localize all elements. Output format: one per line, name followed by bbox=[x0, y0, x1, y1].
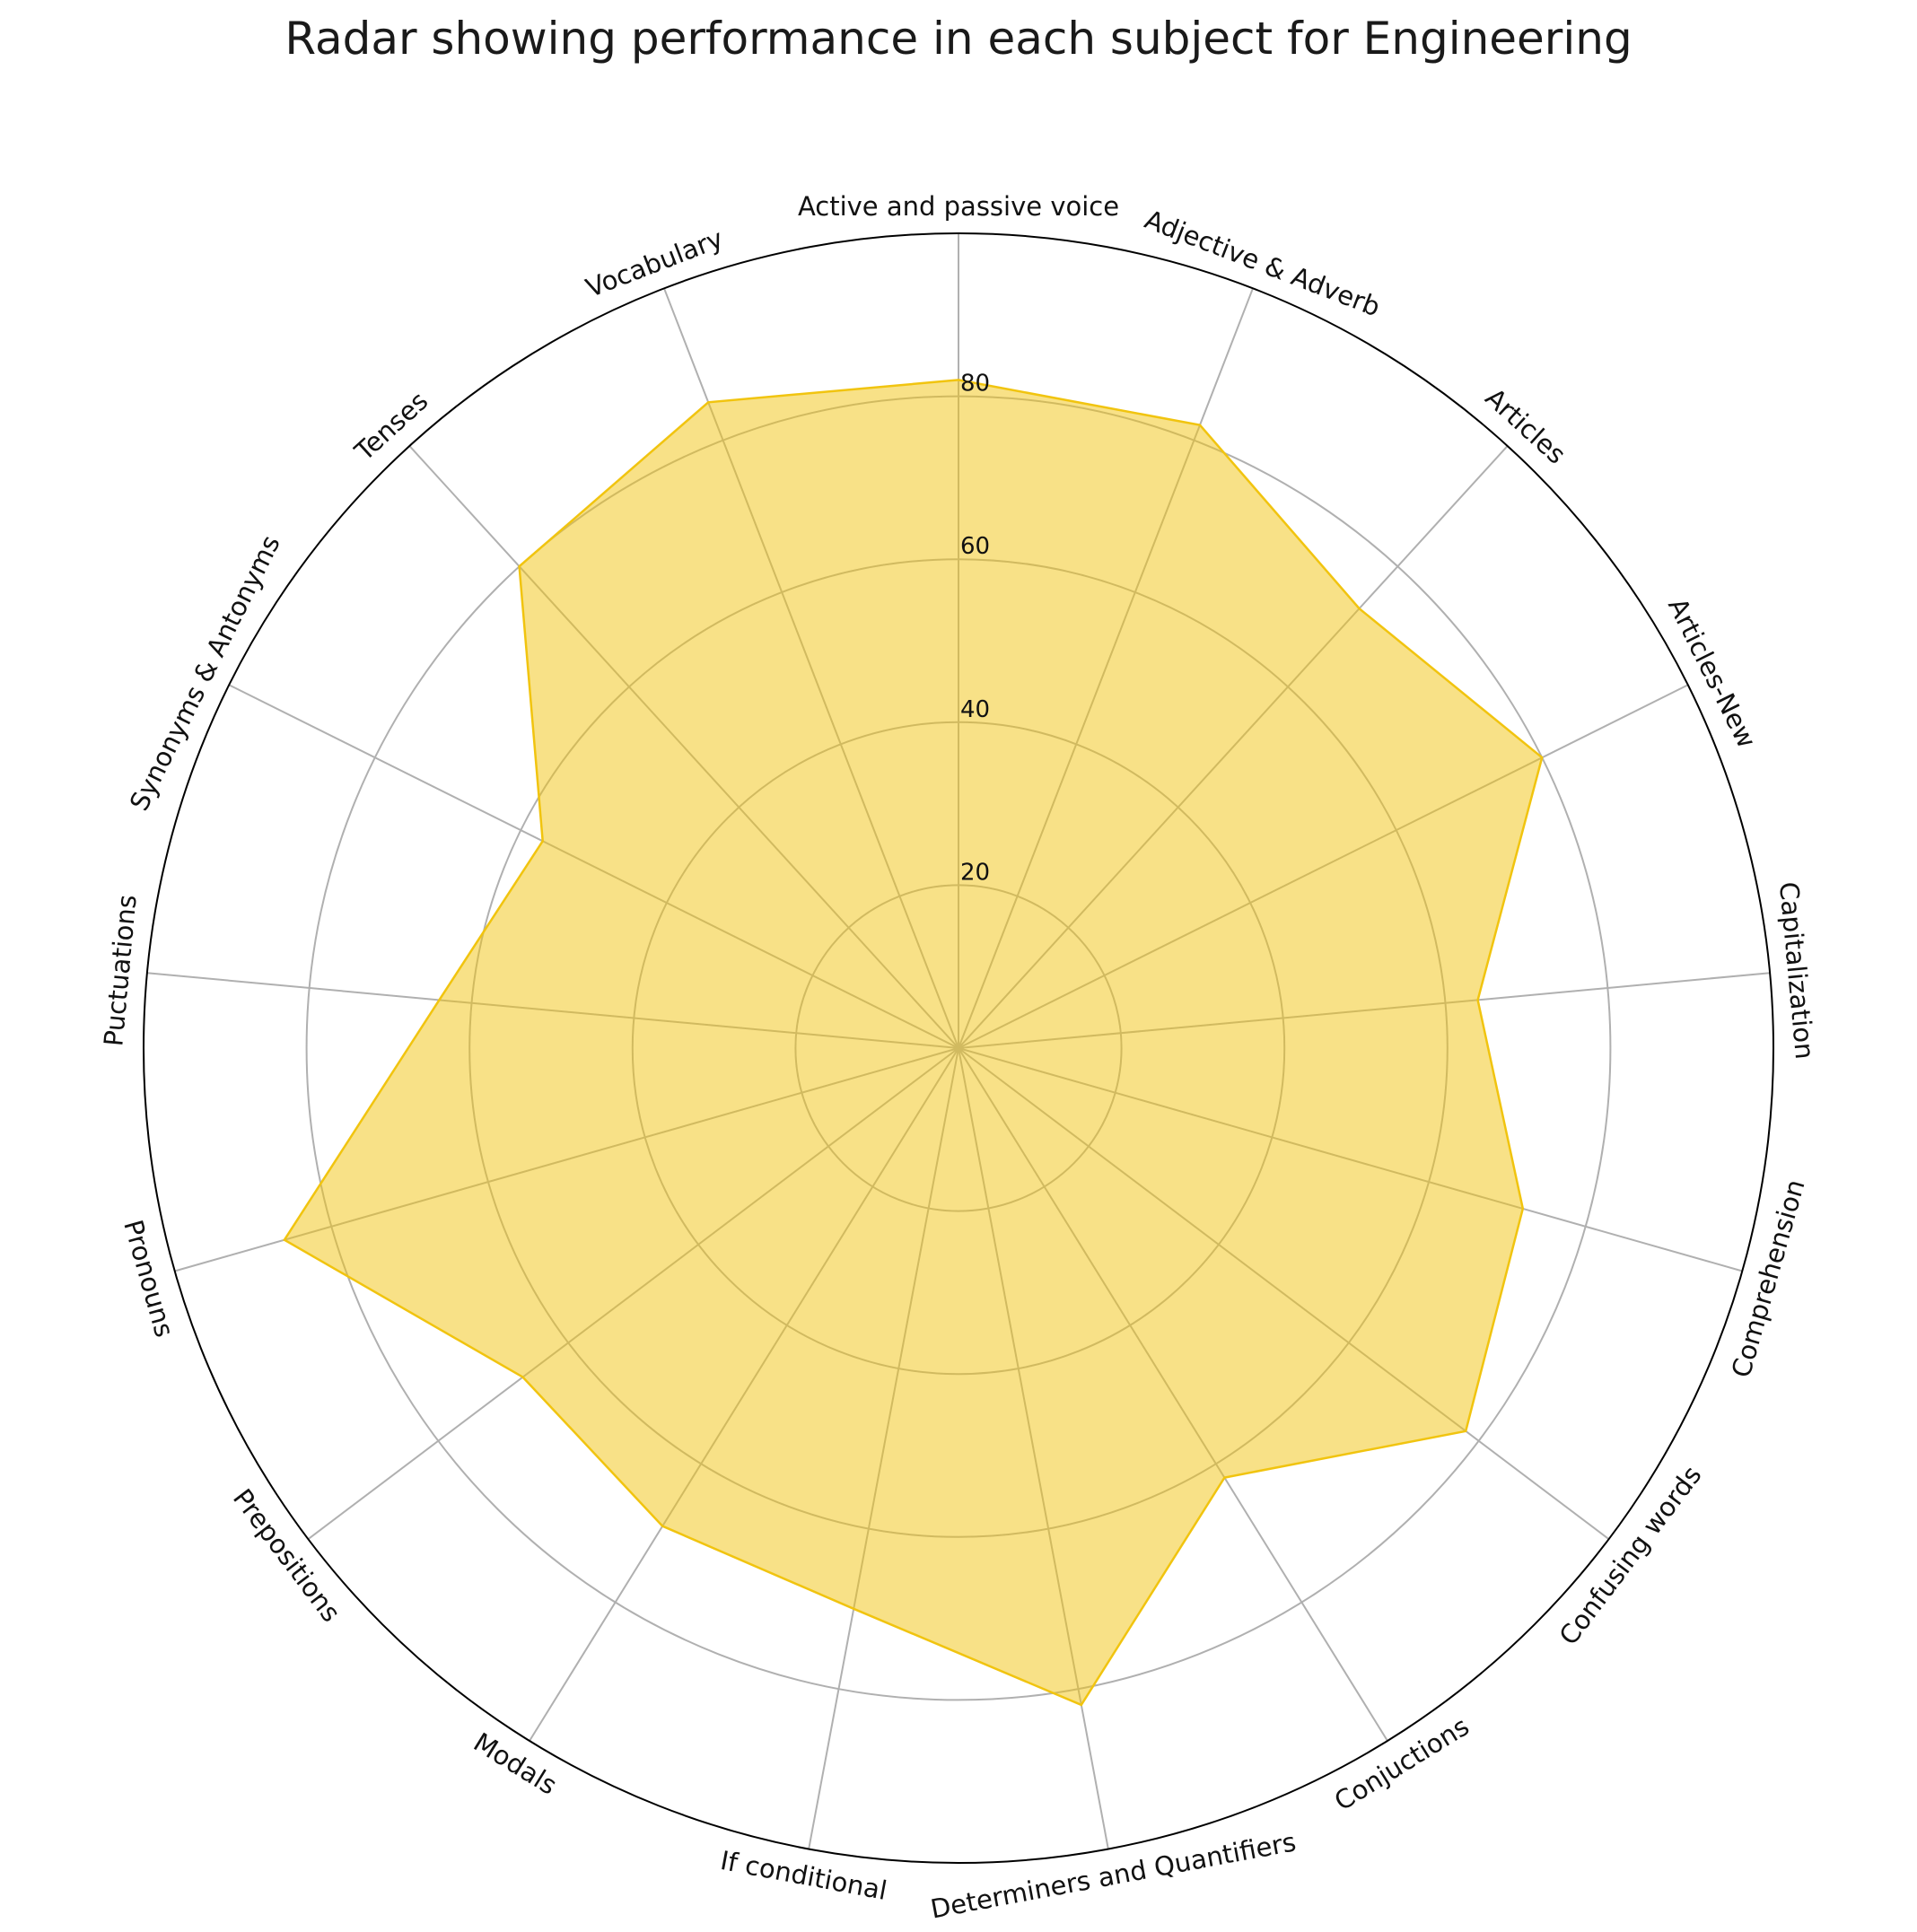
category-label: Prepositions bbox=[227, 1483, 346, 1628]
category-label: Articles bbox=[1479, 382, 1571, 470]
category-label: Synonyms & Antonyms bbox=[124, 530, 286, 816]
category-label: Capitalization bbox=[1773, 880, 1820, 1061]
category-label: Comprehension bbox=[1726, 1176, 1811, 1381]
r-tick-label: 20 bbox=[960, 859, 990, 886]
r-tick-label: 40 bbox=[960, 696, 990, 723]
category-label: Active and passive voice bbox=[798, 191, 1119, 222]
category-label: Pronouns bbox=[118, 1217, 179, 1341]
category-label: Articles-New bbox=[1662, 593, 1762, 753]
series-area bbox=[284, 380, 1543, 1705]
category-label: Puctuations bbox=[98, 894, 142, 1048]
data-layer bbox=[283, 379, 1544, 1707]
category-label: Modals bbox=[468, 1727, 563, 1801]
r-tick-label: 60 bbox=[960, 533, 990, 560]
category-label: Determiners and Quantifiers bbox=[928, 1826, 1298, 1924]
r-tick-label: 80 bbox=[960, 371, 990, 398]
category-label: Tenses bbox=[348, 386, 433, 468]
tick-layer: 20 40 60 80 bbox=[143, 232, 1774, 1864]
category-label: If conditional bbox=[718, 1845, 889, 1906]
category-label: Conjuctions bbox=[1329, 1710, 1475, 1816]
chart-title: Radar showing performance in each subjec… bbox=[284, 13, 1633, 65]
outer-frame bbox=[143, 232, 1774, 1864]
category-label: Confusing words bbox=[1553, 1460, 1707, 1650]
series-line bbox=[283, 379, 1544, 1707]
